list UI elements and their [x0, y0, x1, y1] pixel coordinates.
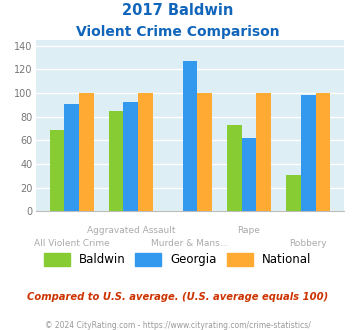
Bar: [286, 175, 301, 211]
Text: 2017 Baldwin: 2017 Baldwin: [122, 3, 233, 18]
Text: Compared to U.S. average. (U.S. average equals 100): Compared to U.S. average. (U.S. average …: [27, 292, 328, 302]
Bar: [197, 93, 212, 211]
Bar: [138, 93, 153, 211]
Text: Robbery: Robbery: [289, 239, 327, 248]
Legend: Baldwin, Georgia, National: Baldwin, Georgia, National: [44, 253, 311, 266]
Bar: [256, 93, 271, 211]
Text: © 2024 CityRating.com - https://www.cityrating.com/crime-statistics/: © 2024 CityRating.com - https://www.city…: [45, 321, 310, 330]
Text: All Violent Crime: All Violent Crime: [34, 239, 110, 248]
Bar: [301, 95, 316, 211]
Text: Rape: Rape: [237, 226, 261, 235]
Text: Murder & Mans...: Murder & Mans...: [151, 239, 229, 248]
Text: Aggravated Assault: Aggravated Assault: [87, 226, 175, 235]
Bar: [109, 111, 124, 211]
Text: Violent Crime Comparison: Violent Crime Comparison: [76, 25, 279, 39]
Bar: [316, 93, 330, 211]
Bar: [50, 130, 64, 211]
Bar: [227, 125, 242, 211]
Bar: [182, 61, 197, 211]
Bar: [242, 138, 256, 211]
Bar: [124, 102, 138, 211]
Bar: [64, 104, 79, 211]
Bar: [79, 93, 94, 211]
